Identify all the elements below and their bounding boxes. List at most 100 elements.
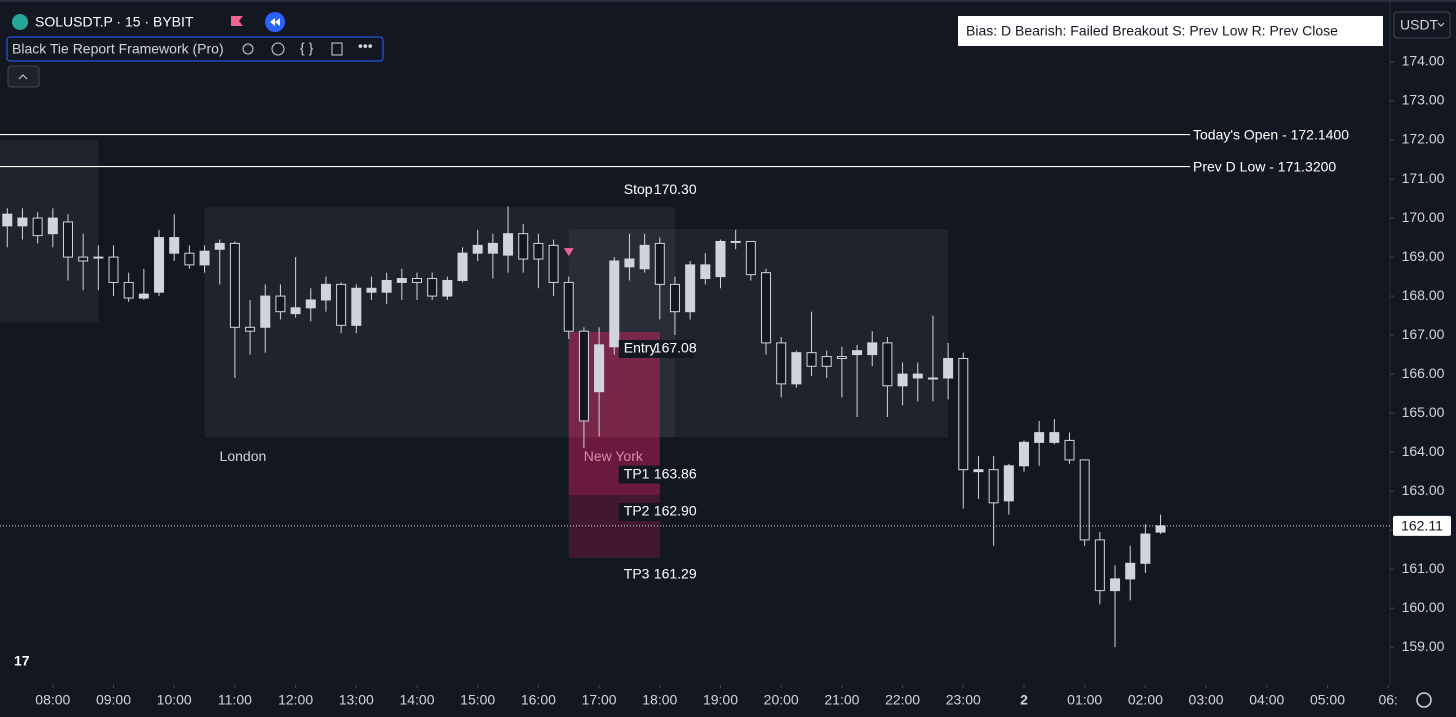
candle-body bbox=[927, 377, 938, 380]
candle-body bbox=[487, 242, 498, 254]
tv-logo: 17 bbox=[14, 653, 30, 669]
candle-body bbox=[320, 283, 331, 301]
x-tick-label: 05:00 bbox=[1310, 692, 1345, 708]
x-tick-label: 04:00 bbox=[1249, 692, 1284, 708]
trade-label-value: 170.30 bbox=[654, 181, 697, 197]
y-tick-label: 170.00 bbox=[1402, 209, 1445, 225]
candle-body bbox=[1003, 465, 1014, 502]
trade-label-name: TP3 bbox=[624, 566, 650, 582]
candle-body bbox=[806, 352, 817, 367]
session-label: New York bbox=[584, 448, 644, 464]
symbol-logo bbox=[12, 14, 28, 30]
y-tick-label: 173.00 bbox=[1402, 92, 1445, 108]
candle-body bbox=[730, 240, 741, 243]
candle-body bbox=[624, 258, 635, 268]
candle-body bbox=[275, 295, 286, 313]
x-tick-label: 2 bbox=[1020, 692, 1028, 708]
y-tick-label: 164.00 bbox=[1402, 443, 1445, 459]
flag-icon[interactable] bbox=[231, 16, 243, 26]
candle-body bbox=[821, 356, 832, 367]
x-tick-label: 02:00 bbox=[1128, 692, 1163, 708]
candle-body bbox=[1064, 439, 1075, 461]
candle-body bbox=[791, 352, 802, 385]
candle-body bbox=[472, 244, 483, 254]
candle-body bbox=[154, 237, 165, 293]
x-tick-label: 17:00 bbox=[582, 692, 617, 708]
y-tick-label: 163.00 bbox=[1402, 482, 1445, 498]
session-box bbox=[204, 207, 675, 438]
candle-body bbox=[184, 252, 195, 266]
candle-body bbox=[988, 469, 999, 504]
settings-button[interactable] bbox=[1416, 692, 1432, 708]
x-tick-label: 21:00 bbox=[824, 692, 859, 708]
candle-body bbox=[1034, 432, 1045, 443]
trade-label-bg bbox=[618, 465, 694, 484]
x-tick-label: 03:00 bbox=[1189, 692, 1224, 708]
candle-body bbox=[761, 272, 772, 344]
y-tick-label: 166.00 bbox=[1402, 365, 1445, 381]
x-tick-label: 08:00 bbox=[35, 692, 70, 708]
candle-body bbox=[78, 256, 89, 262]
level-label: Prev D Low - 171.3200 bbox=[1193, 158, 1336, 174]
candle-body bbox=[609, 260, 620, 348]
trade-label-value: 163.86 bbox=[654, 465, 697, 481]
candle-body bbox=[578, 330, 589, 422]
candle-body bbox=[1018, 441, 1029, 467]
source-icon[interactable]: { } bbox=[300, 40, 314, 56]
y-tick-label: 161.00 bbox=[1402, 560, 1445, 576]
x-tick-label: 18:00 bbox=[642, 692, 677, 708]
indicator-box[interactable] bbox=[6, 36, 384, 62]
trade-label-name: TP2 bbox=[624, 503, 650, 519]
x-tick-label: 12:00 bbox=[278, 692, 313, 708]
candle-body bbox=[973, 469, 984, 473]
x-tick-label: 16:00 bbox=[521, 692, 556, 708]
candle-body bbox=[1049, 432, 1060, 443]
candle-body bbox=[639, 244, 650, 270]
y-tick-label: 167.00 bbox=[1402, 326, 1445, 342]
candle-body bbox=[897, 373, 908, 387]
candle-body bbox=[17, 217, 28, 227]
candle-body bbox=[715, 240, 726, 278]
candle-body bbox=[366, 287, 377, 293]
x-tick-label: 22:00 bbox=[885, 692, 920, 708]
candle-body bbox=[1110, 578, 1121, 592]
currency-button[interactable] bbox=[1393, 11, 1451, 39]
price-label: 162.11 bbox=[1401, 518, 1443, 534]
candle-body bbox=[169, 237, 180, 254]
eye-icon[interactable] bbox=[242, 43, 254, 55]
candle-body bbox=[685, 264, 696, 313]
candle-body bbox=[654, 242, 665, 285]
y-tick-label: 171.00 bbox=[1402, 170, 1445, 186]
candle-body bbox=[943, 357, 954, 379]
plot: London New York Today's Open - 172.1400 Pre… bbox=[0, 126, 1390, 648]
collapse-icon bbox=[18, 74, 28, 80]
trade-label-bg bbox=[618, 503, 694, 522]
candle-body bbox=[745, 240, 756, 276]
delete-icon[interactable] bbox=[331, 42, 343, 56]
candle-body bbox=[93, 256, 104, 259]
y-tick-label: 160.00 bbox=[1402, 599, 1445, 615]
candle-body bbox=[836, 356, 847, 359]
x-tick-label: 09:00 bbox=[96, 692, 131, 708]
trade-label-value: 167.08 bbox=[654, 340, 697, 356]
candle-body bbox=[1155, 525, 1166, 533]
candle-body bbox=[1140, 533, 1151, 564]
price-label-bg bbox=[1393, 515, 1451, 536]
candle-body bbox=[442, 279, 453, 297]
y-tick-label: 159.00 bbox=[1402, 638, 1445, 654]
indicator-name: Black Tie Report Framework (Pro) bbox=[12, 41, 224, 57]
candle-body bbox=[594, 344, 605, 393]
settings-icon[interactable] bbox=[271, 42, 285, 56]
trade-label-name: TP1 bbox=[624, 465, 650, 481]
x-tick-label: 23:00 bbox=[946, 692, 981, 708]
candle-body bbox=[351, 287, 362, 326]
x-tick-label: 06: bbox=[1378, 692, 1397, 708]
candle-body bbox=[457, 252, 468, 281]
collapse-button[interactable] bbox=[7, 65, 40, 88]
session-label: London bbox=[220, 448, 267, 464]
info-text: Bias: D Bearish: Failed Breakout S: Prev… bbox=[966, 23, 1338, 39]
trade-label-name: Entry bbox=[624, 340, 657, 356]
more-icon[interactable]: ••• bbox=[358, 38, 373, 54]
